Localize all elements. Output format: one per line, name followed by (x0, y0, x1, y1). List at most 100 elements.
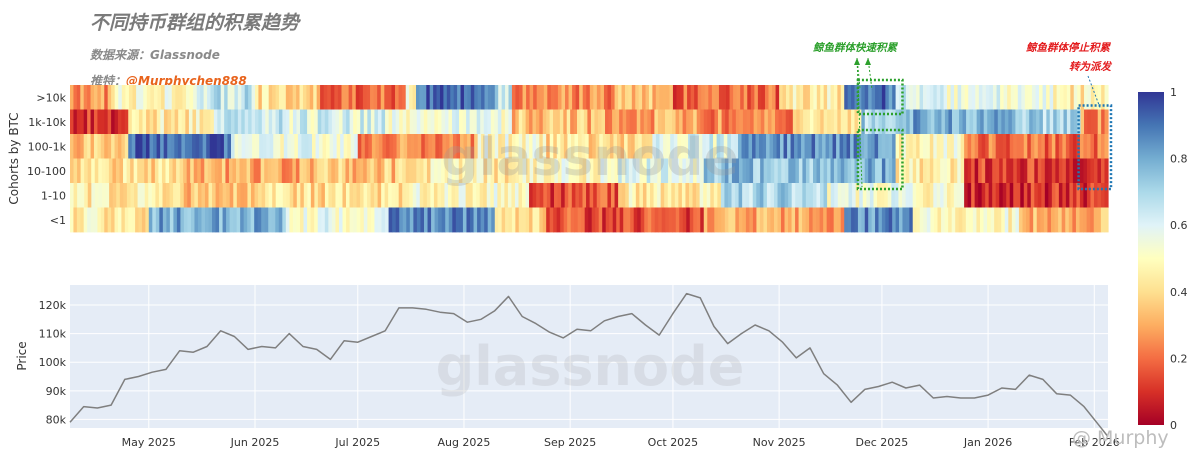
heatmap-cell-1-1 (243, 207, 248, 233)
heatmap-cell-10k-3 (299, 85, 304, 110)
heatmap-cell-1001k-5 (567, 134, 572, 159)
heatmap-cell-10100-0 (91, 158, 96, 184)
heatmap-cell-1001k-2 (343, 134, 348, 159)
heatmap-cell-10100-4 (547, 158, 552, 184)
heatmap-cell-10k-6 (463, 85, 468, 110)
heatmap-cell-1k10k-8 (809, 109, 814, 135)
heatmap-cell-110-6 (727, 183, 733, 208)
heatmap-cell-1-5 (598, 207, 603, 233)
heatmap-cell-1-5 (577, 207, 582, 233)
heatmap-cell-1k10k-10 (994, 109, 999, 135)
heatmap-cell-1-5 (588, 207, 593, 233)
heatmap-cell-1-0 (97, 207, 102, 233)
heatmap-cell-10k-14 (1014, 85, 1019, 110)
heatmap-cell-110-9 (1090, 183, 1095, 208)
heatmap-cell-1k10k-3 (289, 109, 294, 135)
heatmap-cell-110-2 (300, 183, 305, 208)
heatmap-cell-1k10k-2 (231, 109, 236, 135)
heatmap-cell-1-4 (515, 207, 520, 233)
heatmap-cell-10k-9 (635, 85, 640, 110)
heatmap-cell-10100-8 (929, 158, 934, 184)
heatmap-cell-1-5 (619, 207, 624, 233)
heatmap-cell-110-2 (331, 183, 337, 208)
heatmap-y-axis-title: Cohorts by BTC (7, 112, 21, 204)
heatmap-cell-1-1 (215, 207, 220, 233)
heatmap-cell-10k-11 (806, 85, 811, 110)
heatmap-cell-1-4 (532, 207, 537, 233)
heatmap-cell-10100-8 (902, 158, 907, 184)
heatmap-cell-110-7 (877, 183, 882, 208)
heatmap-cell-10100-7 (888, 158, 893, 184)
heatmap-cell-110-2 (381, 183, 386, 208)
heatmap-cell-110-2 (286, 183, 291, 208)
heatmap-cell-10100-2 (334, 158, 339, 184)
heatmap-cell-10k-5 (412, 85, 417, 110)
heatmap-cell-1k10k-3 (314, 109, 319, 135)
heatmap-cell-110-6 (777, 183, 782, 208)
heatmap-cell-1001k-3 (438, 134, 443, 159)
heatmap-cell-10k-8 (607, 85, 612, 110)
heatmap-cell-1001k-8 (895, 134, 900, 159)
heatmap-cell-1-6 (724, 207, 729, 233)
heatmap-cell-10100-0 (130, 158, 135, 184)
heatmap-cell-10100-9 (1076, 158, 1081, 184)
heatmap-cell-110-9 (978, 183, 983, 208)
heatmap-cell-10k-4 (359, 85, 364, 110)
heatmap-cell-1-1 (264, 207, 269, 233)
heatmap-cell-10100-5 (639, 158, 644, 184)
heatmap-cell-110-0 (126, 183, 132, 208)
heatmap-cell-1k10k-1 (146, 109, 151, 135)
heatmap-cell-1001k-6 (655, 134, 661, 159)
heatmap-cell-110-5 (646, 183, 651, 208)
heatmap-cell-110-7 (830, 183, 835, 208)
heatmap-cell-1001k-6 (723, 134, 728, 159)
heatmap-cell-1001k-5 (645, 134, 650, 159)
heatmap-cell-10100-8 (943, 158, 948, 184)
heatmap-cell-1k10k-4 (392, 109, 397, 135)
heatmap-cell-10k-8 (511, 85, 517, 110)
heatmap-cell-1-5 (689, 207, 694, 233)
heatmap-cell-1-1 (226, 207, 231, 233)
heatmap-cell-1001k-6 (734, 134, 739, 159)
heatmap-cell-10100-4 (540, 158, 545, 184)
annotation-distribution-label-1: 鲸鱼群体停止积累 (1026, 41, 1111, 54)
heatmap-cell-110-1 (201, 183, 206, 208)
heatmap-cell-10k-8 (547, 85, 552, 110)
heatmap-cell-10100-7 (844, 158, 849, 184)
heatmap-cell-10k-8 (543, 85, 548, 110)
heatmap-cell-110-9 (1034, 183, 1039, 208)
heatmap-cell-10k-5 (405, 85, 410, 110)
heatmap-cell-1001k-1 (220, 134, 225, 159)
heatmap-cell-110-7 (905, 183, 910, 208)
heatmap-cell-1001k-6 (659, 134, 664, 159)
heatmap-watermark: glassnode (441, 128, 738, 188)
heatmap-cell-10k-15 (1056, 85, 1061, 110)
heatmap-cell-110-6 (735, 183, 740, 208)
heatmap-cell-1001k-2 (245, 134, 250, 159)
heatmap-cell-1k10k-11 (1060, 109, 1065, 135)
heatmap-cell-10k-8 (522, 85, 527, 110)
heatmap-cell-1k10k-2 (248, 109, 253, 135)
heatmap-cell-1k10k-10 (913, 109, 918, 135)
heatmap-cell-1001k-3 (403, 134, 408, 159)
heatmap-cell-1001k-1 (195, 134, 200, 159)
heatmap-cell-1001k-5 (602, 134, 607, 159)
heatmap-cell-1k10k-1 (178, 109, 183, 135)
heatmap-cell-1001k-4 (535, 134, 540, 159)
heatmap-cell-1001k-1 (160, 134, 165, 159)
heatmap-cell-1k10k-11 (1077, 109, 1082, 135)
heatmap-cell-1-9 (1033, 207, 1038, 233)
heatmap-cell-10100-4 (611, 158, 616, 184)
heatmap-cell-1-2 (328, 207, 333, 233)
heatmap-cell-1001k-1 (163, 134, 168, 159)
heatmap-cell-110-2 (303, 183, 308, 208)
heatmap-cell-1001k-9 (1090, 134, 1095, 159)
heatmap-cell-10100-1 (200, 158, 205, 184)
heatmap-cell-10100-3 (423, 158, 428, 184)
heatmap-cell-10100-2 (395, 158, 400, 184)
heatmap-cell-1k10k-6 (590, 109, 596, 135)
heatmap-cell-1k10k-1 (174, 109, 179, 135)
heatmap-cell-10100-8 (899, 158, 904, 184)
heatmap-cell-1k10k-12 (1080, 109, 1085, 135)
heatmap-cell-110-6 (788, 183, 793, 208)
